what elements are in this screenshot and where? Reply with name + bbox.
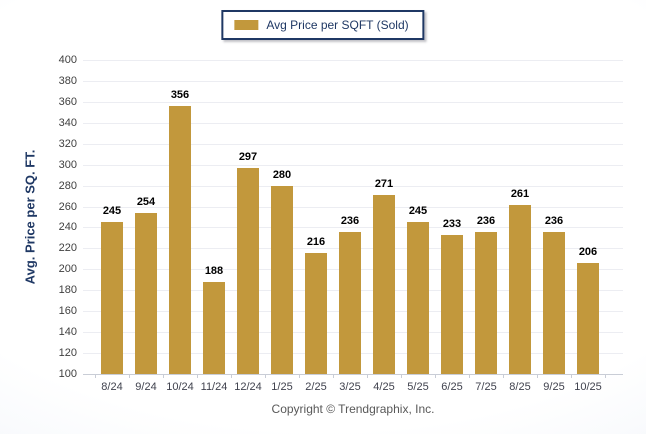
- bar-value-label: 216: [306, 235, 326, 248]
- x-axis-tick: [265, 374, 266, 378]
- x-axis-label: 11/24: [200, 381, 228, 393]
- x-axis-label: 6/25: [441, 381, 463, 393]
- bar-12/24[interactable]: [237, 167, 259, 374]
- x-axis-label: 8/24: [101, 381, 123, 393]
- x-axis-tick: [401, 374, 402, 378]
- bar-9/25[interactable]: [543, 231, 565, 374]
- x-axis-tick: [605, 374, 606, 378]
- x-axis-tick: [503, 374, 504, 378]
- gridline: [83, 101, 623, 103]
- y-axis-title: Avg. Price per SQ. FT.: [22, 149, 38, 285]
- bar-10/25[interactable]: [577, 263, 599, 374]
- x-axis-tick: [333, 374, 334, 378]
- y-axis-tick-label: 140: [58, 326, 77, 339]
- x-axis-label: 8/25: [509, 381, 531, 393]
- y-axis-tick-label: 380: [58, 74, 77, 87]
- x-axis-label: 5/25: [407, 381, 429, 393]
- y-axis-tick-label: 360: [58, 95, 77, 108]
- gridline: [83, 122, 623, 124]
- gridline: [83, 185, 623, 187]
- x-axis-tick: [435, 374, 436, 378]
- plot-area: 100 120 140 160 180 200 220 240 260 280 300 320 340 3…: [59, 54, 623, 393]
- bar-11/24[interactable]: [203, 281, 225, 374]
- bar-4/25[interactable]: [373, 195, 395, 374]
- y-axis-tick-label: 260: [58, 200, 77, 213]
- bar-value-label: 236: [340, 214, 360, 227]
- x-axis-tick: [163, 374, 164, 378]
- bar-9/24[interactable]: [135, 212, 157, 374]
- bar-5/25[interactable]: [407, 222, 429, 374]
- bar-value-label: 245: [408, 205, 428, 218]
- bar-value-label: 271: [374, 178, 394, 191]
- legend-label: Avg Price per SQFT (Sold): [266, 18, 409, 32]
- bar-value-label: 206: [578, 246, 598, 259]
- legend: Avg Price per SQFT (Sold): [221, 10, 425, 40]
- x-axis-label: 2/25: [305, 381, 327, 393]
- bar-value-label: 236: [544, 214, 564, 227]
- x-axis-label: 4/25: [373, 381, 395, 393]
- x-axis-label: 12/24: [234, 381, 262, 393]
- gridline: [83, 206, 623, 208]
- bar-value-label: 236: [476, 214, 496, 227]
- x-axis-tick: [367, 374, 368, 378]
- bar-value-label: 297: [238, 150, 258, 163]
- bar-3/25[interactable]: [339, 231, 361, 374]
- gridline: [83, 143, 623, 145]
- y-axis-tick-label: 400: [58, 54, 77, 66]
- x-axis-label: 3/25: [339, 381, 361, 393]
- bar-value-label: 254: [136, 195, 156, 208]
- bar-10/24[interactable]: [169, 106, 191, 374]
- x-axis-tick: [231, 374, 232, 378]
- y-axis-tick-label: 180: [58, 284, 77, 297]
- bar-1/25[interactable]: [271, 185, 293, 374]
- x-axis-tick: [95, 374, 96, 378]
- y-axis-tick-label: 300: [58, 158, 77, 171]
- bar-8/25[interactable]: [509, 205, 531, 374]
- x-axis-label: 1/25: [271, 381, 293, 393]
- x-axis-tick: [299, 374, 300, 378]
- bar-value-label: 188: [204, 264, 224, 277]
- bar-value-label: 356: [170, 89, 190, 102]
- y-axis-tick-label: 280: [58, 179, 77, 192]
- bar-6/25[interactable]: [441, 234, 463, 374]
- gridline: [83, 227, 623, 229]
- y-axis-tick-label: 100: [58, 368, 77, 380]
- y-axis-tick-label: 200: [58, 263, 77, 276]
- y-axis-tick-label: 120: [58, 347, 77, 360]
- copyright-text: Copyright © Trendgraphix, Inc.: [271, 402, 435, 416]
- x-axis-label: 10/24: [166, 381, 194, 393]
- x-axis-tick: [469, 374, 470, 378]
- gridline: [83, 80, 623, 82]
- gridline: [83, 374, 623, 375]
- bar-8/24[interactable]: [101, 222, 123, 374]
- x-axis-label: 7/25: [475, 381, 497, 393]
- y-axis-tick-label: 160: [58, 305, 77, 318]
- x-axis-tick: [571, 374, 572, 378]
- bar-value-label: 245: [102, 205, 122, 218]
- x-axis-label: 9/24: [135, 381, 157, 393]
- y-axis-tick-label: 240: [58, 221, 77, 234]
- y-axis-tick-label: 220: [58, 242, 77, 255]
- legend-swatch-icon: [234, 20, 259, 30]
- bar-value-label: 280: [272, 168, 292, 181]
- bar-7/25[interactable]: [475, 231, 497, 374]
- bar-value-label: 261: [510, 188, 530, 201]
- bar-2/25[interactable]: [305, 252, 327, 374]
- y-axis-tick-label: 320: [58, 137, 77, 150]
- x-axis-tick: [197, 374, 198, 378]
- x-axis-label: 9/25: [543, 381, 565, 393]
- bar-value-label: 233: [442, 217, 462, 230]
- x-axis-label: 10/25: [574, 381, 602, 393]
- y-axis-tick-label: 340: [58, 116, 77, 129]
- gridline: [83, 164, 623, 166]
- gridline: [83, 60, 623, 61]
- x-axis-tick: [537, 374, 538, 378]
- x-axis-tick: [129, 374, 130, 378]
